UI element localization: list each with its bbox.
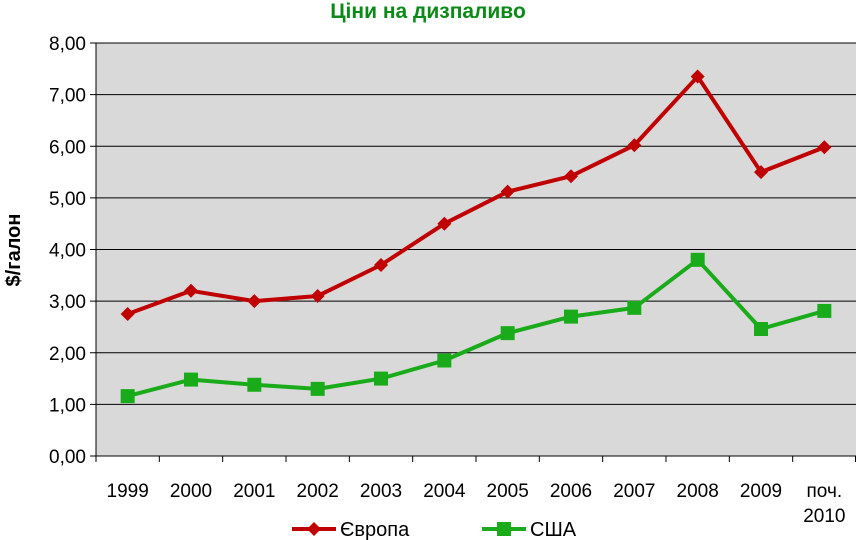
series-line [126, 74, 826, 316]
data-point [627, 300, 642, 315]
chart-title: Ціни на дизпаливо [330, 0, 526, 23]
x-tick-label-line: 2010 [803, 506, 845, 527]
series-line [127, 257, 825, 399]
data-point [184, 283, 198, 298]
data-point [754, 165, 768, 180]
data-point [817, 140, 832, 155]
y-tick-label: 2,00 [49, 344, 86, 365]
x-tick-label: 2000 [170, 481, 212, 502]
data-point [247, 294, 262, 309]
data-point [500, 184, 515, 199]
x-tick-label: 2009 [740, 481, 782, 502]
x-tick-label-line: поч. [807, 481, 843, 502]
x-tick-label: 1999 [107, 481, 149, 502]
y-tick-label: 7,00 [49, 86, 86, 107]
data-point [310, 288, 325, 303]
x-tick-label: поч. 2010 [803, 481, 845, 527]
x-tick-label: 2004 [423, 481, 466, 502]
data-point [247, 377, 262, 392]
y-axis-label: $/галон [3, 214, 25, 287]
data-point [564, 309, 578, 324]
legend: Європа США [292, 519, 577, 540]
data-point [120, 307, 135, 322]
x-tick-label: 2003 [360, 481, 402, 502]
x-tick-label: 2001 [233, 481, 275, 502]
data-point [310, 381, 325, 396]
x-tick-label-line: 2002 [297, 481, 339, 502]
series-europe [120, 69, 832, 322]
series-layer [120, 69, 832, 404]
series-usa [120, 252, 832, 404]
data-point [627, 138, 642, 153]
legend-item: Європа [292, 519, 410, 540]
legend-marker [497, 522, 511, 536]
data-point [437, 353, 452, 368]
x-axis-ticks: 1999 2000 2001 2002 2003 2004 2005 2006 2007 2008… [95, 456, 856, 527]
x-tick-label-line: 2005 [487, 481, 529, 502]
x-tick-label: 2008 [677, 481, 719, 502]
y-tick-label: 8,00 [49, 34, 86, 55]
x-tick-label-line: 2009 [740, 481, 782, 502]
y-tick-label: 0,00 [49, 447, 86, 468]
data-point [690, 69, 705, 84]
y-tick-label: 3,00 [49, 292, 86, 313]
x-tick-label: 2005 [487, 481, 529, 502]
y-axis-ticks: 0,00 1,00 2,00 3,00 4,00 5,00 6,00 7,00 8,00 [49, 34, 96, 468]
data-point [120, 389, 135, 404]
x-tick-label-line: 2003 [360, 481, 402, 502]
legend-marker [307, 522, 321, 536]
x-tick-label-line: 2007 [613, 481, 655, 502]
legend-item: США [482, 519, 577, 540]
y-tick-label: 5,00 [49, 189, 86, 210]
y-tick-label: 1,00 [49, 395, 86, 416]
data-point [374, 371, 388, 386]
x-tick-label-line: 1999 [107, 481, 149, 502]
x-tick-label-line: 2004 [423, 481, 466, 502]
x-tick-label: 2002 [297, 481, 339, 502]
x-tick-label-line: 2008 [677, 481, 719, 502]
y-tick-label: 4,00 [49, 241, 86, 262]
data-point [754, 322, 768, 337]
legend-label: Європа [340, 519, 410, 540]
x-tick-label-line: 2001 [233, 481, 275, 502]
data-point [437, 216, 452, 231]
x-tick-label-line: 2000 [170, 481, 212, 502]
data-point [690, 252, 705, 267]
gridlines [96, 42, 856, 405]
x-tick-label: 2006 [550, 481, 592, 502]
data-point [500, 326, 515, 341]
x-tick-label: 2007 [613, 481, 655, 502]
x-tick-label-line: 2006 [550, 481, 592, 502]
data-point [374, 257, 388, 272]
data-point [184, 372, 198, 387]
y-tick-label: 6,00 [49, 137, 86, 158]
data-point [817, 303, 832, 318]
data-point [564, 169, 578, 184]
legend-label: США [530, 519, 577, 540]
